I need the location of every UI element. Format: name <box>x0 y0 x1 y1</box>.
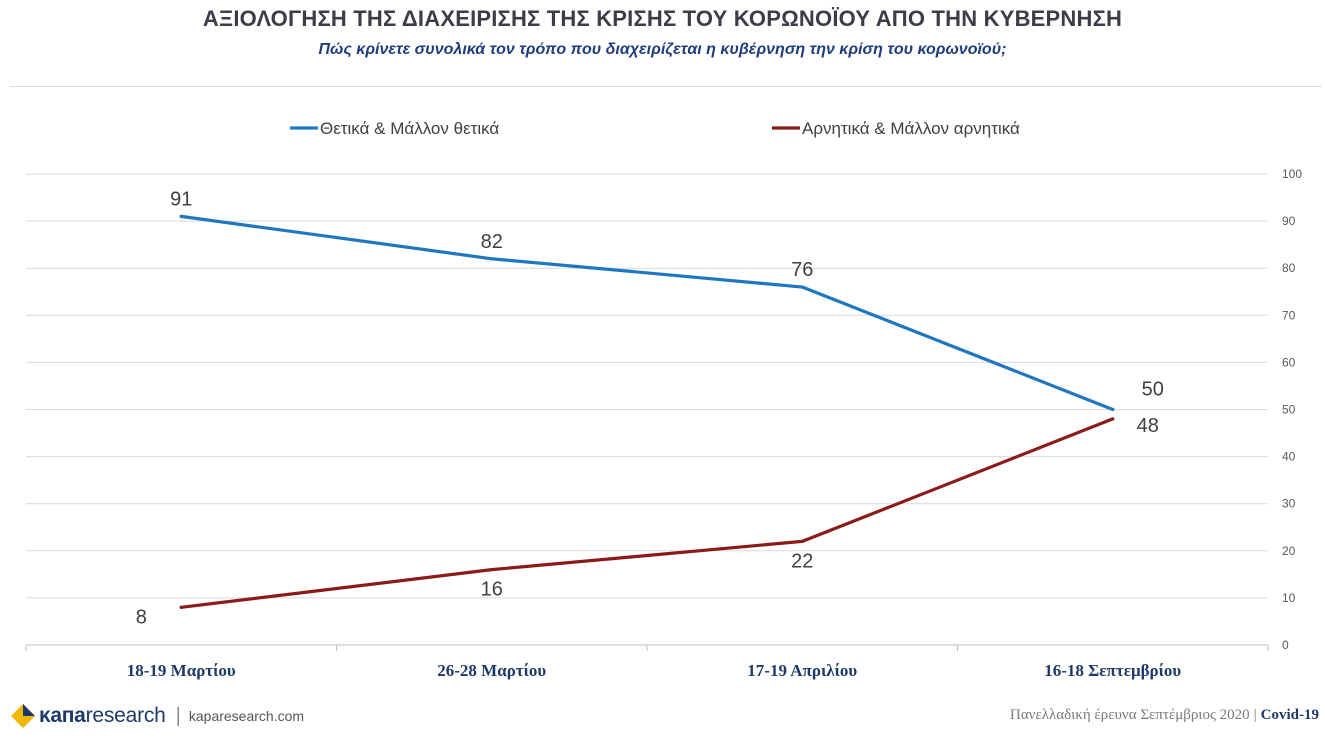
footer-pipe: | <box>1253 707 1257 723</box>
header-divider <box>10 86 1322 87</box>
data-point <box>800 285 804 289</box>
brand-url[interactable]: kaparesearch.com <box>188 708 305 724</box>
x-tick-label: 16-18 Σεπτεμβρίου <box>1044 661 1181 680</box>
y-tick-label: 50 <box>1282 403 1296 417</box>
x-tick-label: 17-19 Απριλίου <box>747 661 857 680</box>
covid-tag: Covid-19 <box>1260 707 1319 723</box>
data-label: 50 <box>1142 379 1164 401</box>
brand-light: research <box>85 704 166 727</box>
y-tick-label: 70 <box>1282 308 1296 322</box>
data-label: 82 <box>481 231 503 253</box>
data-point <box>1111 417 1115 421</box>
y-tick-label: 10 <box>1282 591 1296 605</box>
data-label: 76 <box>791 259 813 281</box>
data-point <box>490 568 494 572</box>
legend-label-0: Θετικά & Μάλλον θετικά <box>320 119 499 138</box>
data-label: 8 <box>136 606 147 628</box>
y-tick-label: 20 <box>1282 544 1296 558</box>
data-label: 22 <box>791 550 813 572</box>
data-label: 16 <box>481 579 503 601</box>
data-label: 48 <box>1137 415 1159 437</box>
y-tick-label: 0 <box>1282 638 1289 652</box>
legend-label-1: Αρνητικά & Μάλλον αρνητικά <box>802 119 1020 138</box>
y-tick-label: 60 <box>1282 355 1296 369</box>
brand-separator: | <box>175 704 181 727</box>
x-tick-label: 18-19 Μαρτίου <box>127 661 236 680</box>
data-point <box>490 257 494 261</box>
x-tick-label: 26-28 Μαρτίου <box>437 661 546 680</box>
line-chart: 0 10 20 30 40 50 60 70 80 90 100 18-19 Μαρτίου 26-28… <box>25 119 1302 680</box>
kapa-logo-icon <box>11 704 35 728</box>
data-point <box>1111 407 1115 412</box>
y-tick-label: 100 <box>1282 167 1302 181</box>
kapa-research-logo: κaпa research | kaparesearch.com <box>10 702 304 730</box>
footer-survey-info: Πανελλαδική έρευνα Σεπτέμβριος 2020 | Covi… <box>1010 707 1319 724</box>
data-label: 91 <box>170 188 192 210</box>
data-point <box>179 214 183 218</box>
data-point <box>179 605 183 609</box>
brand-bold: κaпa <box>39 704 86 727</box>
page-subtitle: Πώς κρίνετε συνολικά τον τρόπο που διαχε… <box>318 41 1007 58</box>
series-line-0 <box>179 214 1115 412</box>
survey-label: Πανελλαδική έρευνα Σεπτέμβριος 2020 <box>1009 707 1250 723</box>
y-tick-label: 80 <box>1282 261 1296 275</box>
y-tick-label: 30 <box>1282 497 1296 511</box>
series-line-1 <box>179 417 1115 609</box>
data-point <box>800 539 804 543</box>
y-tick-label: 40 <box>1282 450 1296 464</box>
page-title: ΑΞΙΟΛΟΓΗΣΗ ΤΗΣ ΔΙΑΧΕΙΡΙΣΗΣ ΤΗΣ ΚΡΙΣΗΣ ΤΟ… <box>202 6 1123 31</box>
y-tick-label: 90 <box>1282 214 1296 228</box>
